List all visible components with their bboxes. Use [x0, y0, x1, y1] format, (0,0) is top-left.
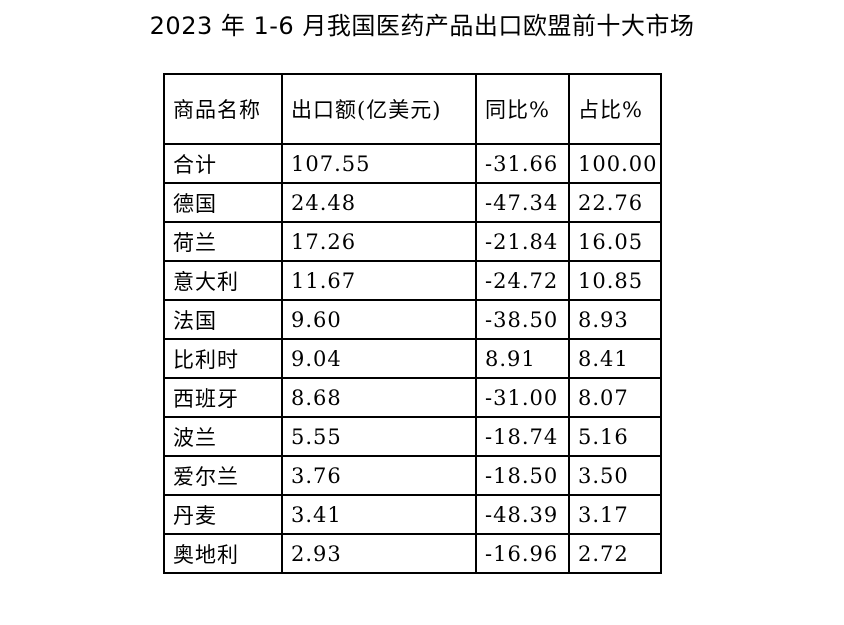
- cell-share: 5.16: [568, 416, 662, 457]
- cell-yoy: -18.74: [475, 416, 570, 457]
- table-row: 合计 107.55 -31.66 100.00: [163, 143, 662, 184]
- cell-yoy: -24.72: [475, 260, 570, 301]
- cell-export-value: 107.55: [281, 143, 477, 184]
- cell-export-value: 9.04: [281, 338, 477, 379]
- cell-name: 德国: [163, 182, 283, 223]
- cell-name: 丹麦: [163, 494, 283, 535]
- cell-export-value: 11.67: [281, 260, 477, 301]
- cell-share: 8.07: [568, 377, 662, 418]
- table-row: 丹麦 3.41 -48.39 3.17: [163, 494, 662, 535]
- cell-share: 100.00: [568, 143, 662, 184]
- cell-share: 22.76: [568, 182, 662, 223]
- cell-yoy: -31.66: [475, 143, 570, 184]
- cell-share: 3.17: [568, 494, 662, 535]
- cell-yoy: -18.50: [475, 455, 570, 496]
- export-table: 商品名称 出口额(亿美元) 同比% 占比% 合计 107.55 -31.66 1…: [163, 73, 662, 574]
- cell-yoy: -38.50: [475, 299, 570, 340]
- cell-name: 爱尔兰: [163, 455, 283, 496]
- table-row: 西班牙 8.68 -31.00 8.07: [163, 377, 662, 418]
- table-row: 荷兰 17.26 -21.84 16.05: [163, 221, 662, 262]
- cell-yoy: 8.91: [475, 338, 570, 379]
- cell-share: 3.50: [568, 455, 662, 496]
- cell-export-value: 8.68: [281, 377, 477, 418]
- cell-yoy: -48.39: [475, 494, 570, 535]
- cell-name: 意大利: [163, 260, 283, 301]
- table-row: 意大利 11.67 -24.72 10.85: [163, 260, 662, 301]
- table-row: 法国 9.60 -38.50 8.93: [163, 299, 662, 340]
- cell-export-value: 17.26: [281, 221, 477, 262]
- cell-yoy: -16.96: [475, 533, 570, 574]
- table-row: 爱尔兰 3.76 -18.50 3.50: [163, 455, 662, 496]
- cell-export-value: 5.55: [281, 416, 477, 457]
- cell-name: 西班牙: [163, 377, 283, 418]
- cell-share: 16.05: [568, 221, 662, 262]
- header-cell-product: 商品名称: [163, 73, 283, 145]
- header-cell-share: 占比%: [568, 73, 662, 145]
- table-row: 波兰 5.55 -18.74 5.16: [163, 416, 662, 457]
- cell-name: 合计: [163, 143, 283, 184]
- cell-export-value: 3.41: [281, 494, 477, 535]
- table-row: 比利时 9.04 8.91 8.41: [163, 338, 662, 379]
- table-header-row: 商品名称 出口额(亿美元) 同比% 占比%: [163, 73, 662, 145]
- cell-export-value: 3.76: [281, 455, 477, 496]
- cell-name: 波兰: [163, 416, 283, 457]
- cell-export-value: 24.48: [281, 182, 477, 223]
- cell-share: 10.85: [568, 260, 662, 301]
- cell-share: 8.93: [568, 299, 662, 340]
- cell-export-value: 2.93: [281, 533, 477, 574]
- page-title: 2023 年 1-6 月我国医药产品出口欧盟前十大市场: [149, 12, 695, 40]
- header-cell-export-value: 出口额(亿美元): [281, 73, 477, 145]
- cell-yoy: -21.84: [475, 221, 570, 262]
- cell-export-value: 9.60: [281, 299, 477, 340]
- cell-share: 2.72: [568, 533, 662, 574]
- table-row: 德国 24.48 -47.34 22.76: [163, 182, 662, 223]
- cell-name: 荷兰: [163, 221, 283, 262]
- cell-name: 奥地利: [163, 533, 283, 574]
- cell-share: 8.41: [568, 338, 662, 379]
- table-row: 奥地利 2.93 -16.96 2.72: [163, 533, 662, 574]
- cell-yoy: -31.00: [475, 377, 570, 418]
- cell-yoy: -47.34: [475, 182, 570, 223]
- cell-name: 比利时: [163, 338, 283, 379]
- cell-name: 法国: [163, 299, 283, 340]
- header-cell-yoy: 同比%: [475, 73, 570, 145]
